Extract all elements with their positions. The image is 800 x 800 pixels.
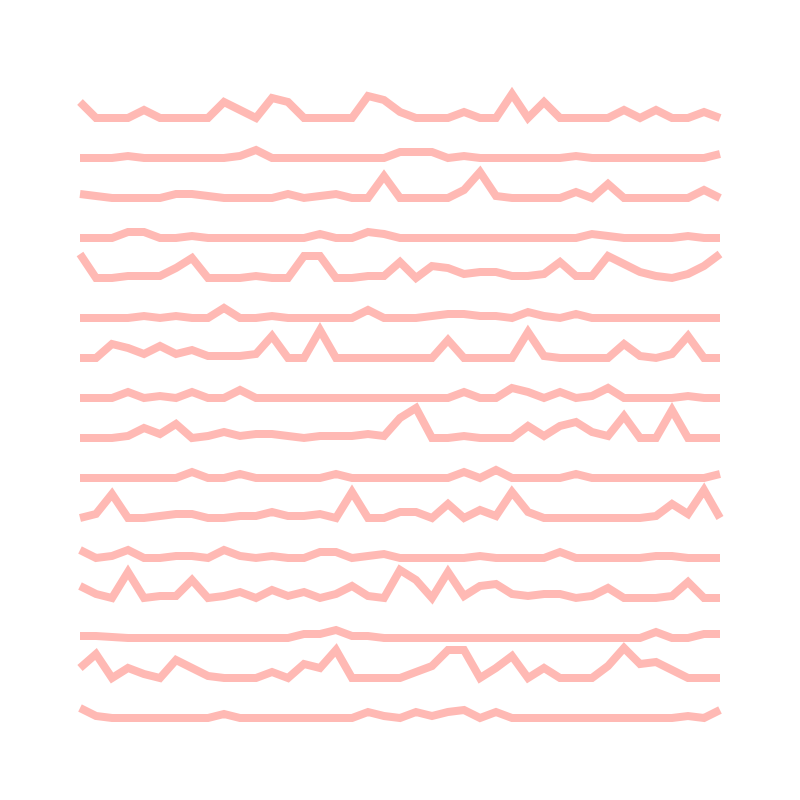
wave-line bbox=[79, 482, 724, 523]
wave-line bbox=[78, 564, 720, 605]
wave-line bbox=[78, 704, 722, 723]
wave-line bbox=[80, 625, 720, 642]
wave-line bbox=[80, 465, 721, 483]
wave-line bbox=[80, 401, 720, 443]
wave-line bbox=[80, 145, 721, 163]
wave-line bbox=[80, 303, 720, 323]
wave-line bbox=[80, 383, 720, 403]
wave-line bbox=[78, 545, 720, 563]
wave-line bbox=[79, 165, 722, 203]
wave-line bbox=[80, 321, 720, 363]
wave-line bbox=[76, 250, 723, 284]
wave-line bbox=[77, 86, 722, 125]
wave-line bbox=[77, 642, 720, 684]
wave-line bbox=[80, 227, 720, 242]
